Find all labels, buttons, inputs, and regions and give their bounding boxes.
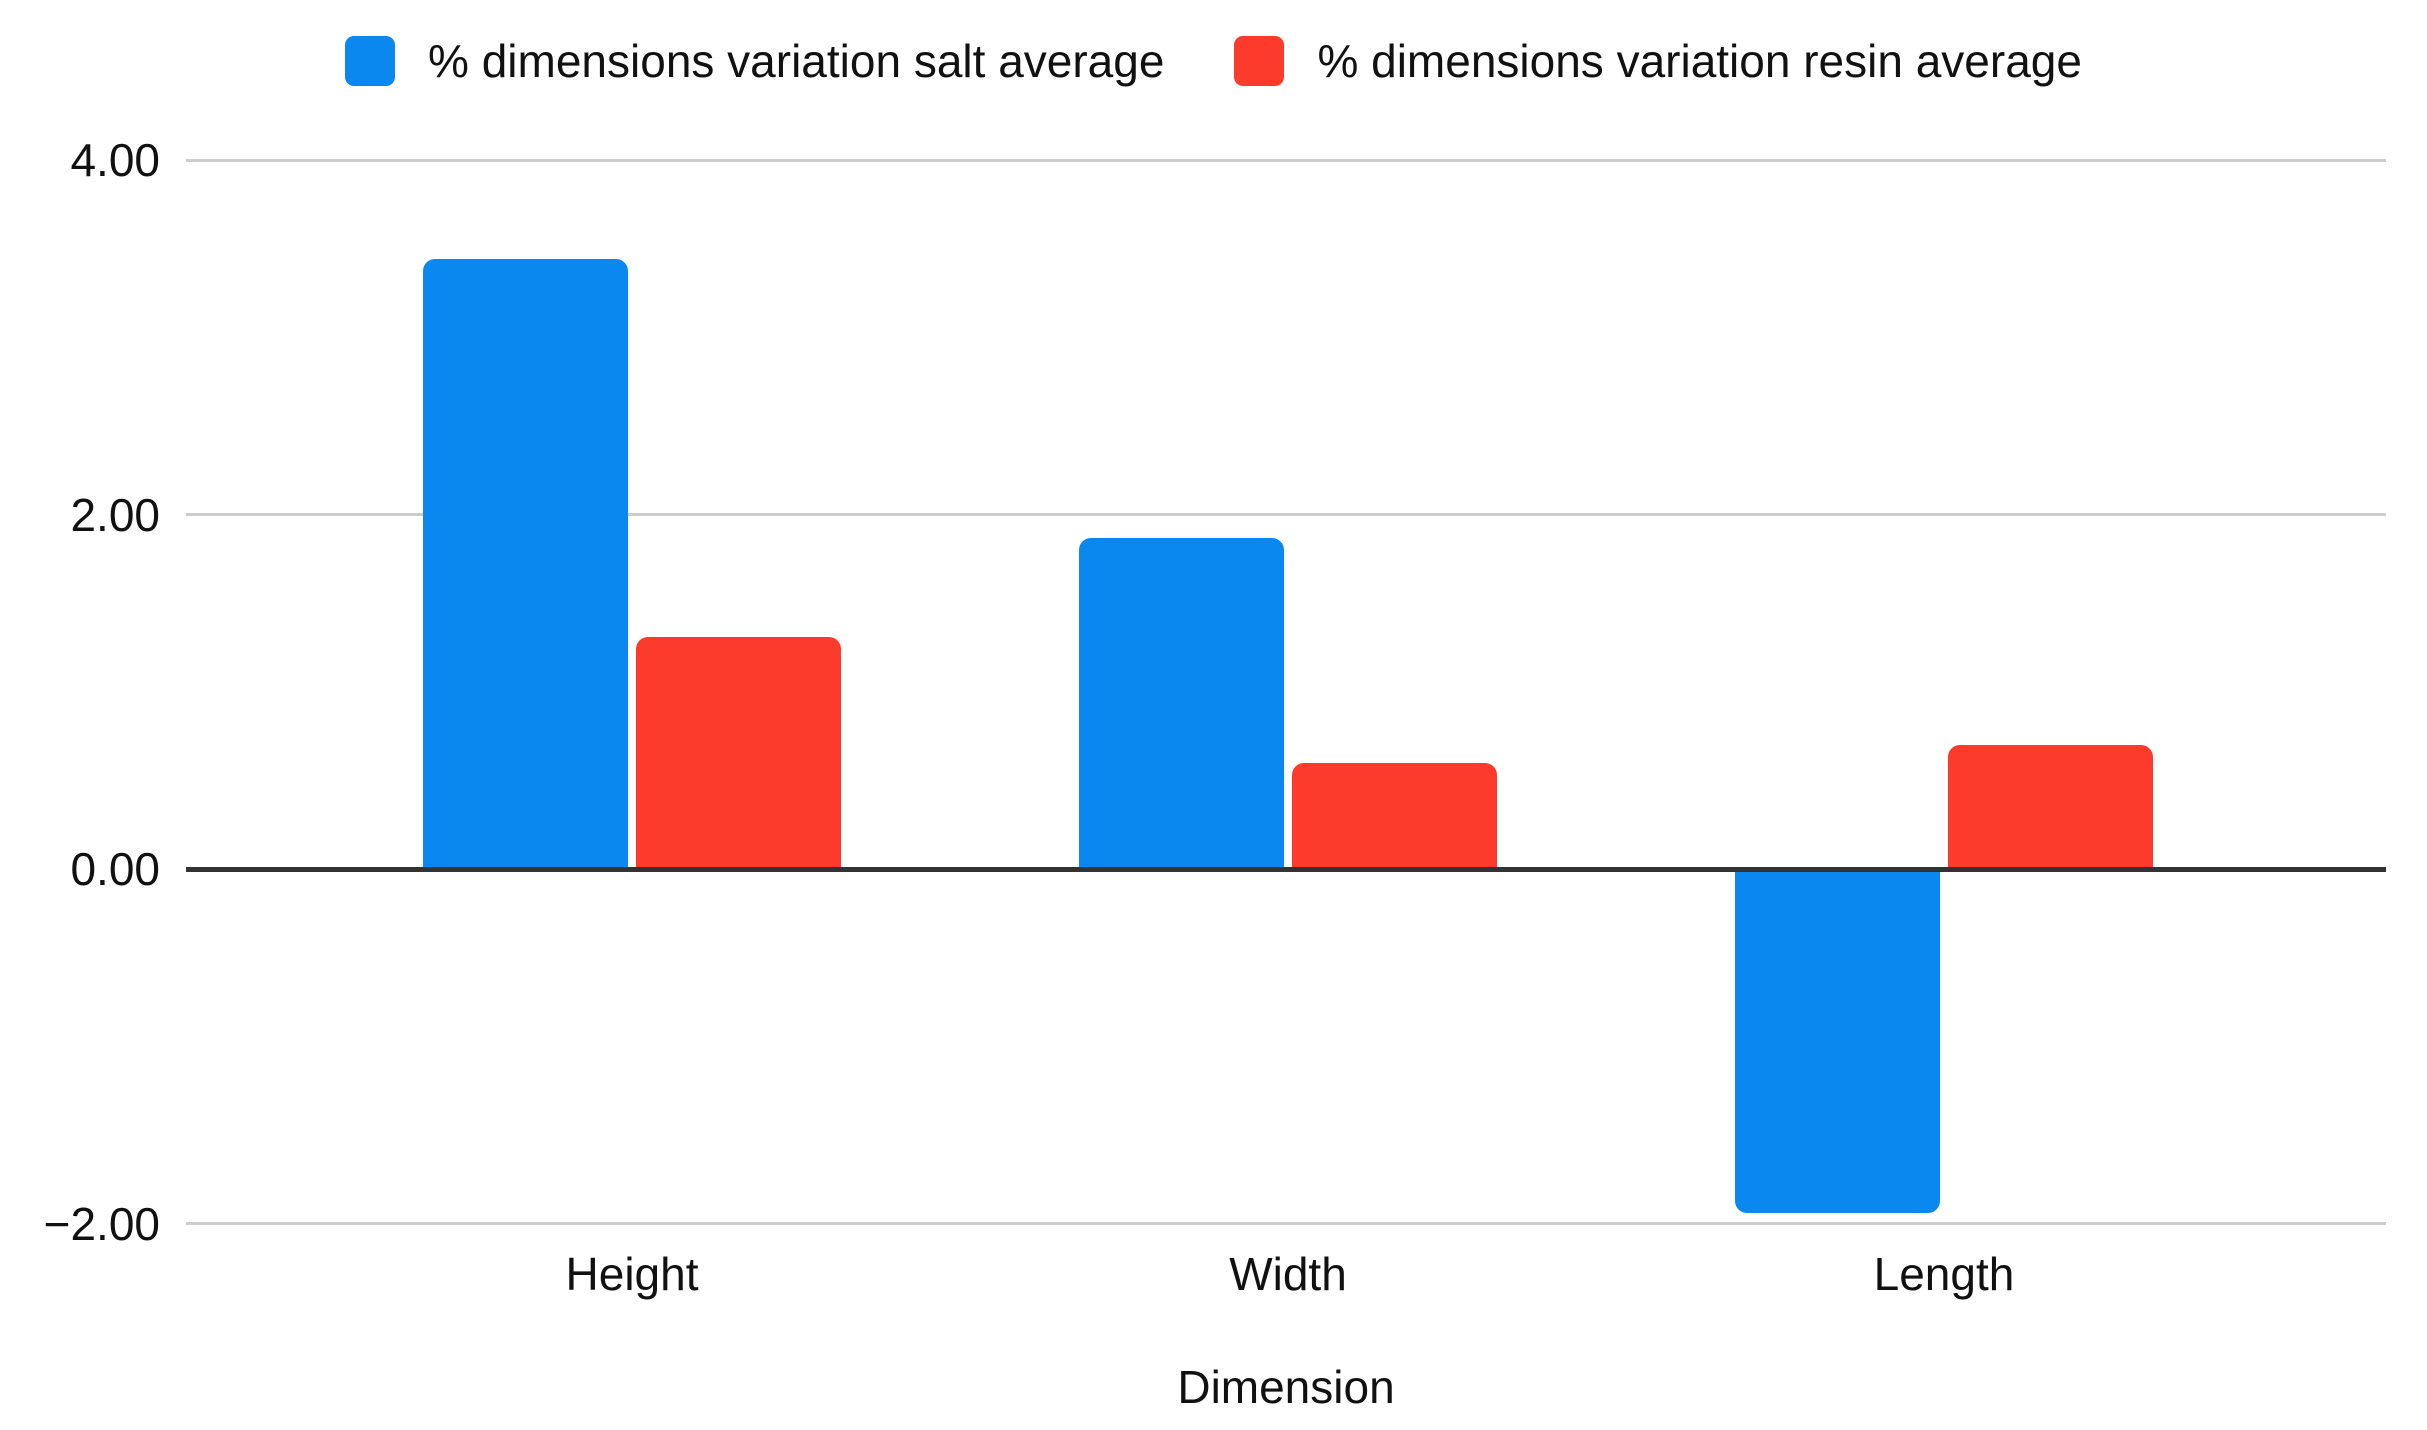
legend-swatch-icon	[345, 36, 396, 86]
bar-width-salt[interactable]	[1079, 538, 1284, 869]
category-label-width: Width	[1229, 1248, 1347, 1300]
y-tick-label: −2.00	[43, 1197, 160, 1250]
bar-width-resin[interactable]	[1292, 763, 1497, 869]
y-tick-label: 4.00	[70, 134, 160, 186]
y-tick-label: 2.00	[70, 488, 160, 541]
bar-height-resin[interactable]	[636, 637, 841, 869]
zero-axis-line	[186, 867, 2386, 872]
gridline-4.00	[186, 159, 2386, 162]
legend-item-resin[interactable]: % dimensions variation resin average	[1234, 34, 2082, 88]
category-label-height: Height	[565, 1248, 699, 1300]
legend-label: % dimensions variation salt average	[428, 35, 1165, 87]
x-axis-title: Dimension	[1177, 1361, 1395, 1413]
legend-item-salt[interactable]: % dimensions variation salt average	[345, 34, 1164, 88]
legend-swatch-icon	[1234, 36, 1285, 86]
bar-length-salt[interactable]	[1735, 869, 1940, 1213]
gridline-−2.00	[186, 1222, 2386, 1225]
gridline-2.00	[186, 513, 2386, 516]
category-label-length: Length	[1873, 1248, 2015, 1300]
bar-height-salt[interactable]	[423, 259, 628, 869]
legend-label: % dimensions variation resin average	[1317, 35, 2082, 87]
bar-length-resin[interactable]	[1948, 745, 2153, 869]
legend: % dimensions variation salt average % dim…	[0, 33, 2427, 89]
y-tick-label: 0.00	[70, 843, 160, 895]
